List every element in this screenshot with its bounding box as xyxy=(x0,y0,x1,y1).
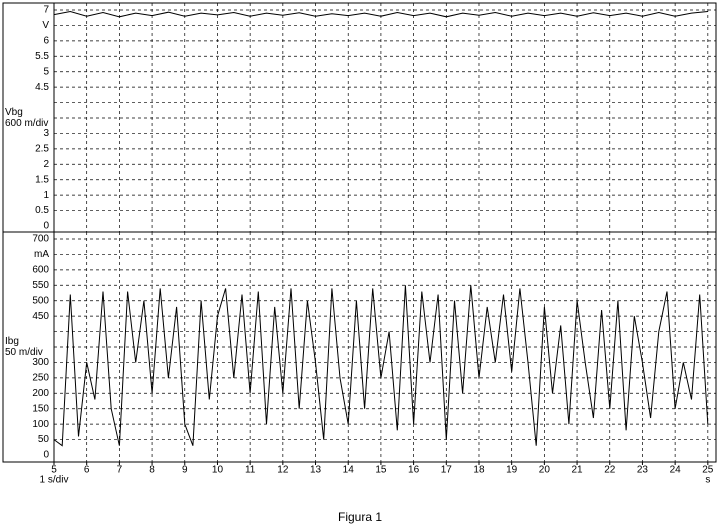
x-tick-label: 17 xyxy=(441,465,453,476)
y-tick-label: 7 xyxy=(43,5,49,16)
y-tick-label: 2 xyxy=(43,159,49,170)
x-tick-label: 25 xyxy=(702,465,714,476)
y-tick-label: 550 xyxy=(32,280,49,291)
y-tick-label: 150 xyxy=(32,403,49,414)
x-tick-label: 21 xyxy=(571,465,583,476)
y-tick-label: 2.5 xyxy=(35,143,49,154)
y-tick-label: 200 xyxy=(32,388,49,399)
y-tick-label: 0 xyxy=(43,450,49,461)
y-tick-label: 0 xyxy=(43,221,49,232)
caption: Figura 1 xyxy=(338,510,382,524)
y-tick-label: 700 xyxy=(32,234,49,245)
y-tick-label: 5 xyxy=(43,66,49,77)
x-tick-label: 15 xyxy=(375,465,387,476)
x-tick-label: 14 xyxy=(343,465,355,476)
x-tick-label: 22 xyxy=(604,465,616,476)
y-tick-label: 50 xyxy=(38,434,50,445)
y-axis-label: 600 m/div xyxy=(5,118,48,129)
y-tick-label: 250 xyxy=(32,372,49,383)
x-tick-label: 6 xyxy=(84,465,90,476)
y-tick-label: 450 xyxy=(32,311,49,322)
x-tick-label: 11 xyxy=(245,465,256,476)
x-tick-label: 9 xyxy=(182,465,188,476)
x-tick-label: 7 xyxy=(117,465,123,476)
y-tick-label: 4.5 xyxy=(35,82,49,93)
y-tick-label: 1.5 xyxy=(35,174,49,185)
x-tick-label: 20 xyxy=(539,465,551,476)
y-tick-label: 100 xyxy=(32,419,49,430)
y-tick-label: 1 xyxy=(43,190,49,201)
y-tick-label: mA xyxy=(34,249,49,260)
y-tick-label: 600 xyxy=(32,264,49,275)
x-tick-label: 13 xyxy=(310,465,322,476)
x-tick-label: 12 xyxy=(277,465,289,476)
y-tick-label: 5.5 xyxy=(35,51,49,62)
y-tick-label: 300 xyxy=(32,357,49,368)
x-tick-label: 10 xyxy=(212,465,224,476)
y-tick-label: 3 xyxy=(43,128,49,139)
x-tick-label: 18 xyxy=(473,465,485,476)
y-axis-label: Vbg xyxy=(5,107,23,118)
y-axis-label: Ibg xyxy=(5,336,19,347)
y-tick-label: 500 xyxy=(32,295,49,306)
y-axis-label: 50 m/div xyxy=(5,347,43,358)
y-tick-label: 6 xyxy=(43,35,49,46)
data-line xyxy=(53,10,708,18)
x-tick-label: 16 xyxy=(408,465,420,476)
x-tick-label: 24 xyxy=(670,465,682,476)
y-tick-label: 0.5 xyxy=(35,205,49,216)
y-tick-label: V xyxy=(42,20,49,31)
x-tick-label: 5 xyxy=(51,465,57,476)
x-tick-label: 19 xyxy=(506,465,518,476)
x-tick-label: 8 xyxy=(149,465,155,476)
x-axis-unit: s xyxy=(705,475,710,486)
x-tick-label: 23 xyxy=(637,465,649,476)
x-axis-label: 1 s/div xyxy=(40,475,69,486)
data-line xyxy=(53,285,709,447)
